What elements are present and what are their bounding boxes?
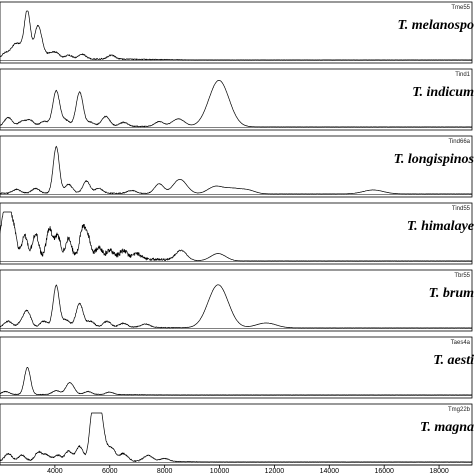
- panel-frame: [0, 68, 473, 131]
- spectrum-panel: Tme55 T. melanospo: [0, 1, 474, 64]
- sample-id-label: Tmg22b: [448, 407, 471, 413]
- spectrum-trace: [0, 366, 473, 396]
- x-tick-label: 14000: [320, 468, 340, 474]
- species-label: T. aesti: [433, 353, 474, 368]
- species-label: T. longispinos: [394, 152, 474, 167]
- spectrum-panel: Taes4a T. aesti: [0, 336, 474, 399]
- panel-frame: [0, 269, 473, 332]
- panel-frame: [0, 135, 473, 198]
- species-label: T. himalaye: [407, 219, 474, 234]
- x-tick-label: 16000: [374, 468, 394, 474]
- species-label: T. indicum: [412, 85, 474, 100]
- spectrum-panel: Tind66a T. longispinos: [0, 135, 474, 198]
- sample-id-label: Tme55: [451, 5, 470, 11]
- spectrum-panel: Tind1 T. indicum: [0, 68, 474, 131]
- spectrum-trace: [0, 145, 473, 195]
- x-tick-label: 8000: [157, 468, 173, 474]
- spectrum-trace: [0, 10, 472, 61]
- x-tick-label: 6000: [102, 468, 118, 474]
- panel-frame: [0, 336, 473, 399]
- sample-id-label: Tind55: [452, 206, 471, 212]
- spectrum-trace: [0, 412, 473, 463]
- x-axis: 4000 6000 8000 10000 12000 14000 16000 18000: [0, 464, 472, 474]
- spectrum-panel: Tmg22b T. magna: [0, 403, 474, 466]
- sample-id-label: Taes4a: [451, 340, 471, 346]
- species-label: T. magna: [420, 420, 474, 435]
- panel-frame: [0, 403, 473, 466]
- x-tick-label: 18000: [429, 468, 449, 474]
- spectrum-trace: [0, 284, 473, 329]
- x-tick-label: 4000: [47, 468, 63, 474]
- sample-id-label: Tbr55: [454, 273, 470, 279]
- x-tick-label: 10000: [210, 468, 230, 474]
- spectrum-panel: Tbr55 T. brum: [0, 269, 474, 332]
- panel-frame: [0, 202, 473, 265]
- x-tick-label: 12000: [265, 468, 285, 474]
- panel-frame: [0, 1, 473, 64]
- spectrum-trace: [0, 211, 473, 262]
- sample-id-label: Tind1: [455, 72, 470, 78]
- species-label: T. brum: [429, 286, 474, 301]
- sample-id-label: Tind66a: [449, 139, 471, 145]
- spectrum-panel: Tind55 T. himalaye: [0, 202, 474, 265]
- spectrum-trace: [0, 79, 473, 128]
- species-label: T. melanospo: [398, 18, 474, 33]
